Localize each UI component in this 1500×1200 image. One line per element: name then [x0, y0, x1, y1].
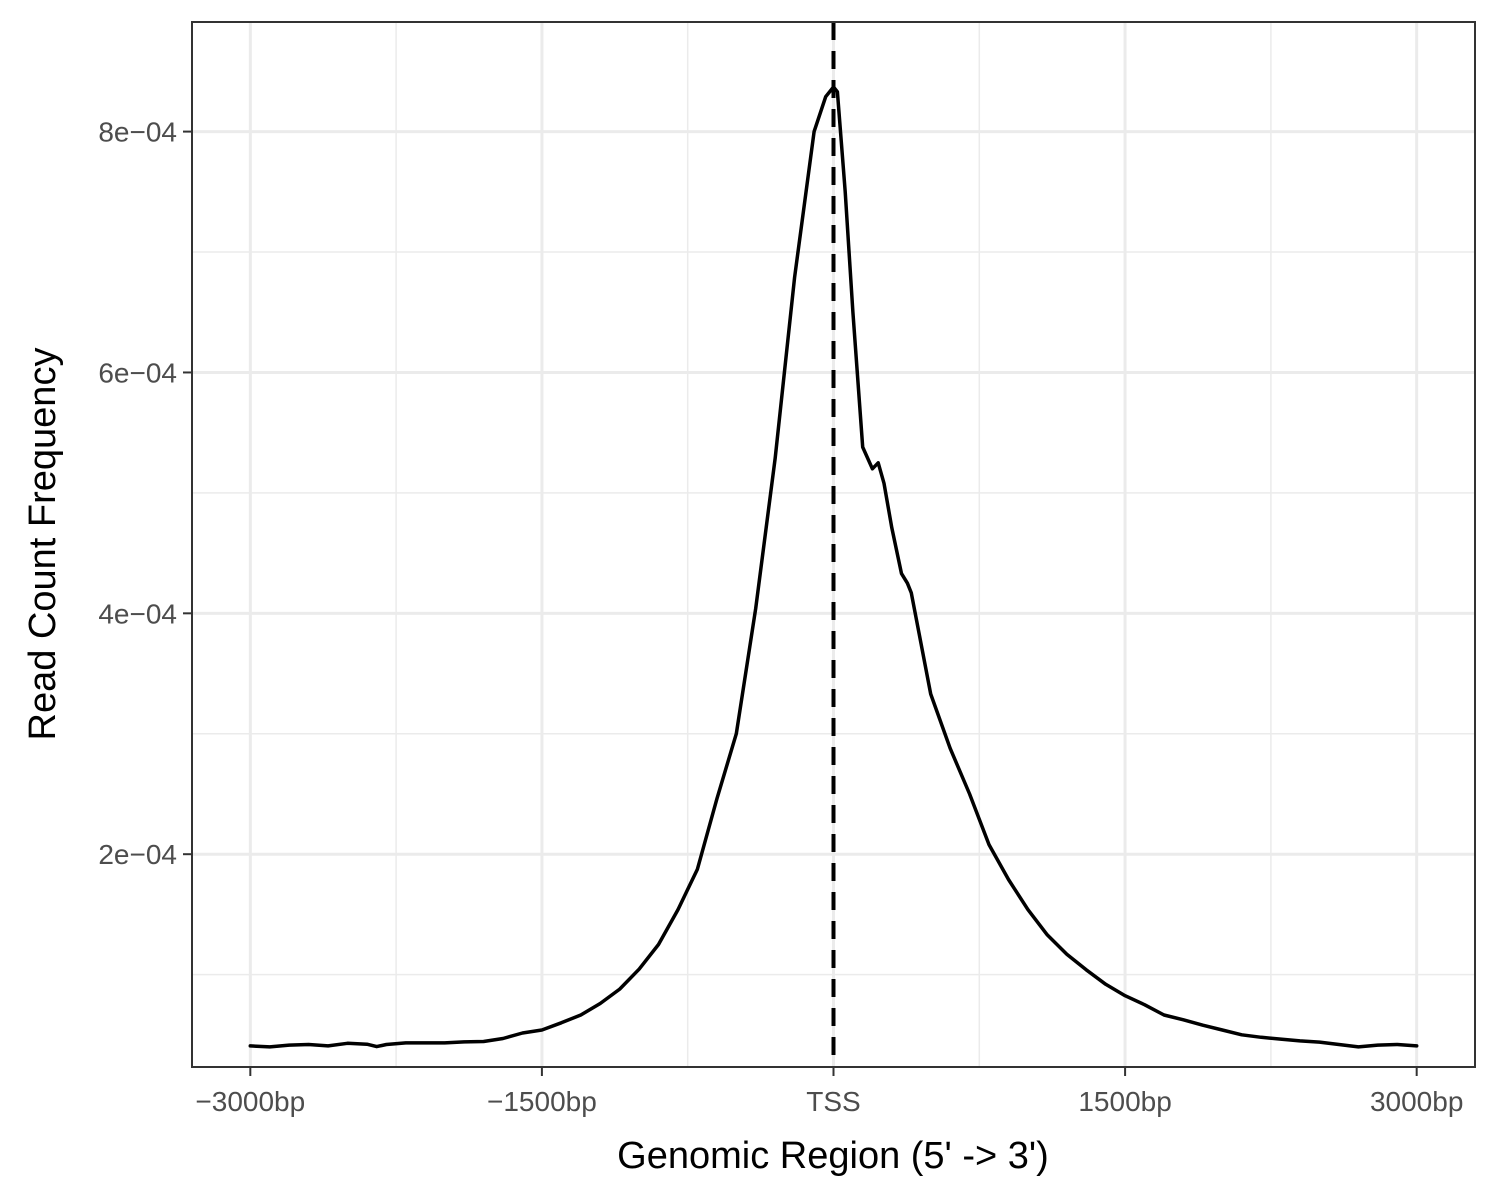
series-line — [248, 85, 1419, 1049]
y-tick-label: 8e−04 — [98, 117, 177, 148]
x-tick-label: 3000bp — [1370, 1086, 1463, 1117]
x-tick-label: TSS — [806, 1086, 860, 1117]
y-tick-label: 2e−04 — [98, 839, 177, 870]
y-tick-label: 4e−04 — [98, 598, 177, 629]
x-tick-label: −3000bp — [195, 1086, 305, 1117]
y-tick-label: 6e−04 — [98, 357, 177, 388]
series-layer — [248, 85, 1419, 1049]
x-tick-label: 1500bp — [1078, 1086, 1171, 1117]
x-axis-title: Genomic Region (5' -> 3') — [617, 1135, 1049, 1177]
x-tick-label: −1500bp — [487, 1086, 597, 1117]
y-axis-title: Read Count Frequency — [22, 348, 64, 741]
axis-ticks: −3000bp −1500bp TSS 1500bp 3000bp 2e−04 4e−04 6… — [98, 117, 1463, 1117]
